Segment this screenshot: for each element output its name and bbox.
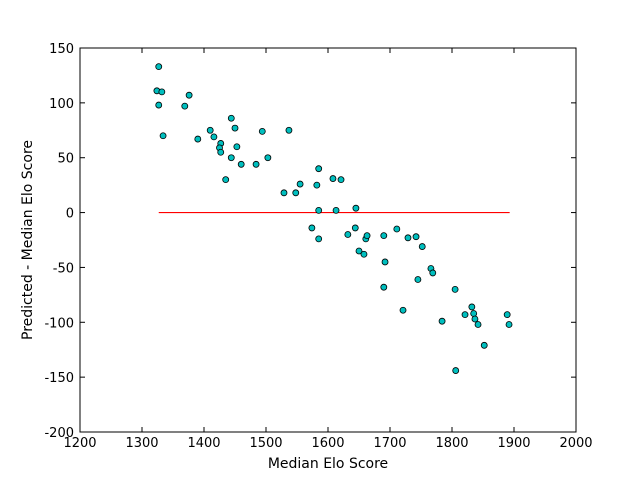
point <box>315 165 323 173</box>
point <box>315 235 323 243</box>
point <box>280 189 288 197</box>
point <box>329 175 337 182</box>
point <box>351 224 359 232</box>
y-tick-label: 100 <box>49 97 74 112</box>
x-tick-label: 1700 <box>373 436 406 451</box>
point <box>185 91 193 99</box>
point <box>505 321 513 328</box>
point <box>412 233 420 241</box>
point <box>380 232 388 240</box>
x-axis-label: Median Elo Score <box>268 456 388 472</box>
point <box>158 88 166 96</box>
x-tick-label: 1200 <box>63 436 96 451</box>
x-tick-label: 1600 <box>311 436 344 451</box>
x-tick-label: 2000 <box>559 436 592 451</box>
point <box>429 269 437 277</box>
point <box>474 321 482 328</box>
y-tick-label: -150 <box>44 371 74 386</box>
point <box>380 283 388 291</box>
point <box>252 160 260 168</box>
point <box>503 311 511 319</box>
y-tick-label: -50 <box>53 261 74 276</box>
plot-frame <box>79 47 577 433</box>
point <box>227 154 235 162</box>
point <box>337 176 345 184</box>
point <box>344 231 352 238</box>
point <box>222 176 230 184</box>
point <box>360 250 368 258</box>
point <box>352 204 360 212</box>
point <box>480 341 488 349</box>
point <box>181 102 189 110</box>
point <box>210 133 218 141</box>
point <box>393 225 401 233</box>
point <box>313 181 321 189</box>
point <box>296 180 304 188</box>
point <box>194 135 202 143</box>
point <box>471 315 479 323</box>
point <box>332 206 340 214</box>
point <box>381 258 389 266</box>
point <box>363 232 371 240</box>
point <box>404 234 412 242</box>
point <box>217 148 225 156</box>
x-tick-label: 1900 <box>497 436 530 451</box>
point <box>355 247 363 255</box>
point <box>452 367 460 374</box>
point <box>237 160 245 168</box>
y-axis-label: Predicted - Median Elo Score <box>20 140 36 340</box>
point <box>227 114 235 122</box>
point <box>155 63 163 71</box>
point <box>418 243 426 250</box>
x-tick-label: 1500 <box>249 436 282 451</box>
point <box>451 285 459 293</box>
point <box>470 310 478 317</box>
point <box>468 303 476 311</box>
y-tick-label: 50 <box>57 152 74 167</box>
point <box>414 276 422 283</box>
point <box>315 206 323 214</box>
y-tick-label: -200 <box>44 426 74 441</box>
y-tick-label: -100 <box>44 316 74 331</box>
point <box>155 101 163 109</box>
y-tick-label: 150 <box>49 42 74 57</box>
point <box>159 132 167 140</box>
point <box>231 124 239 132</box>
point <box>461 311 469 319</box>
point <box>264 154 272 162</box>
point <box>285 126 293 134</box>
point <box>399 306 407 314</box>
point <box>206 126 214 134</box>
point <box>292 189 300 197</box>
point <box>233 143 241 151</box>
point <box>258 127 266 135</box>
point <box>438 317 446 325</box>
x-tick-label: 1400 <box>187 436 220 451</box>
point <box>308 224 316 232</box>
x-tick-label: 1800 <box>435 436 468 451</box>
y-tick-label: 0 <box>66 207 74 222</box>
x-tick-label: 1300 <box>125 436 158 451</box>
